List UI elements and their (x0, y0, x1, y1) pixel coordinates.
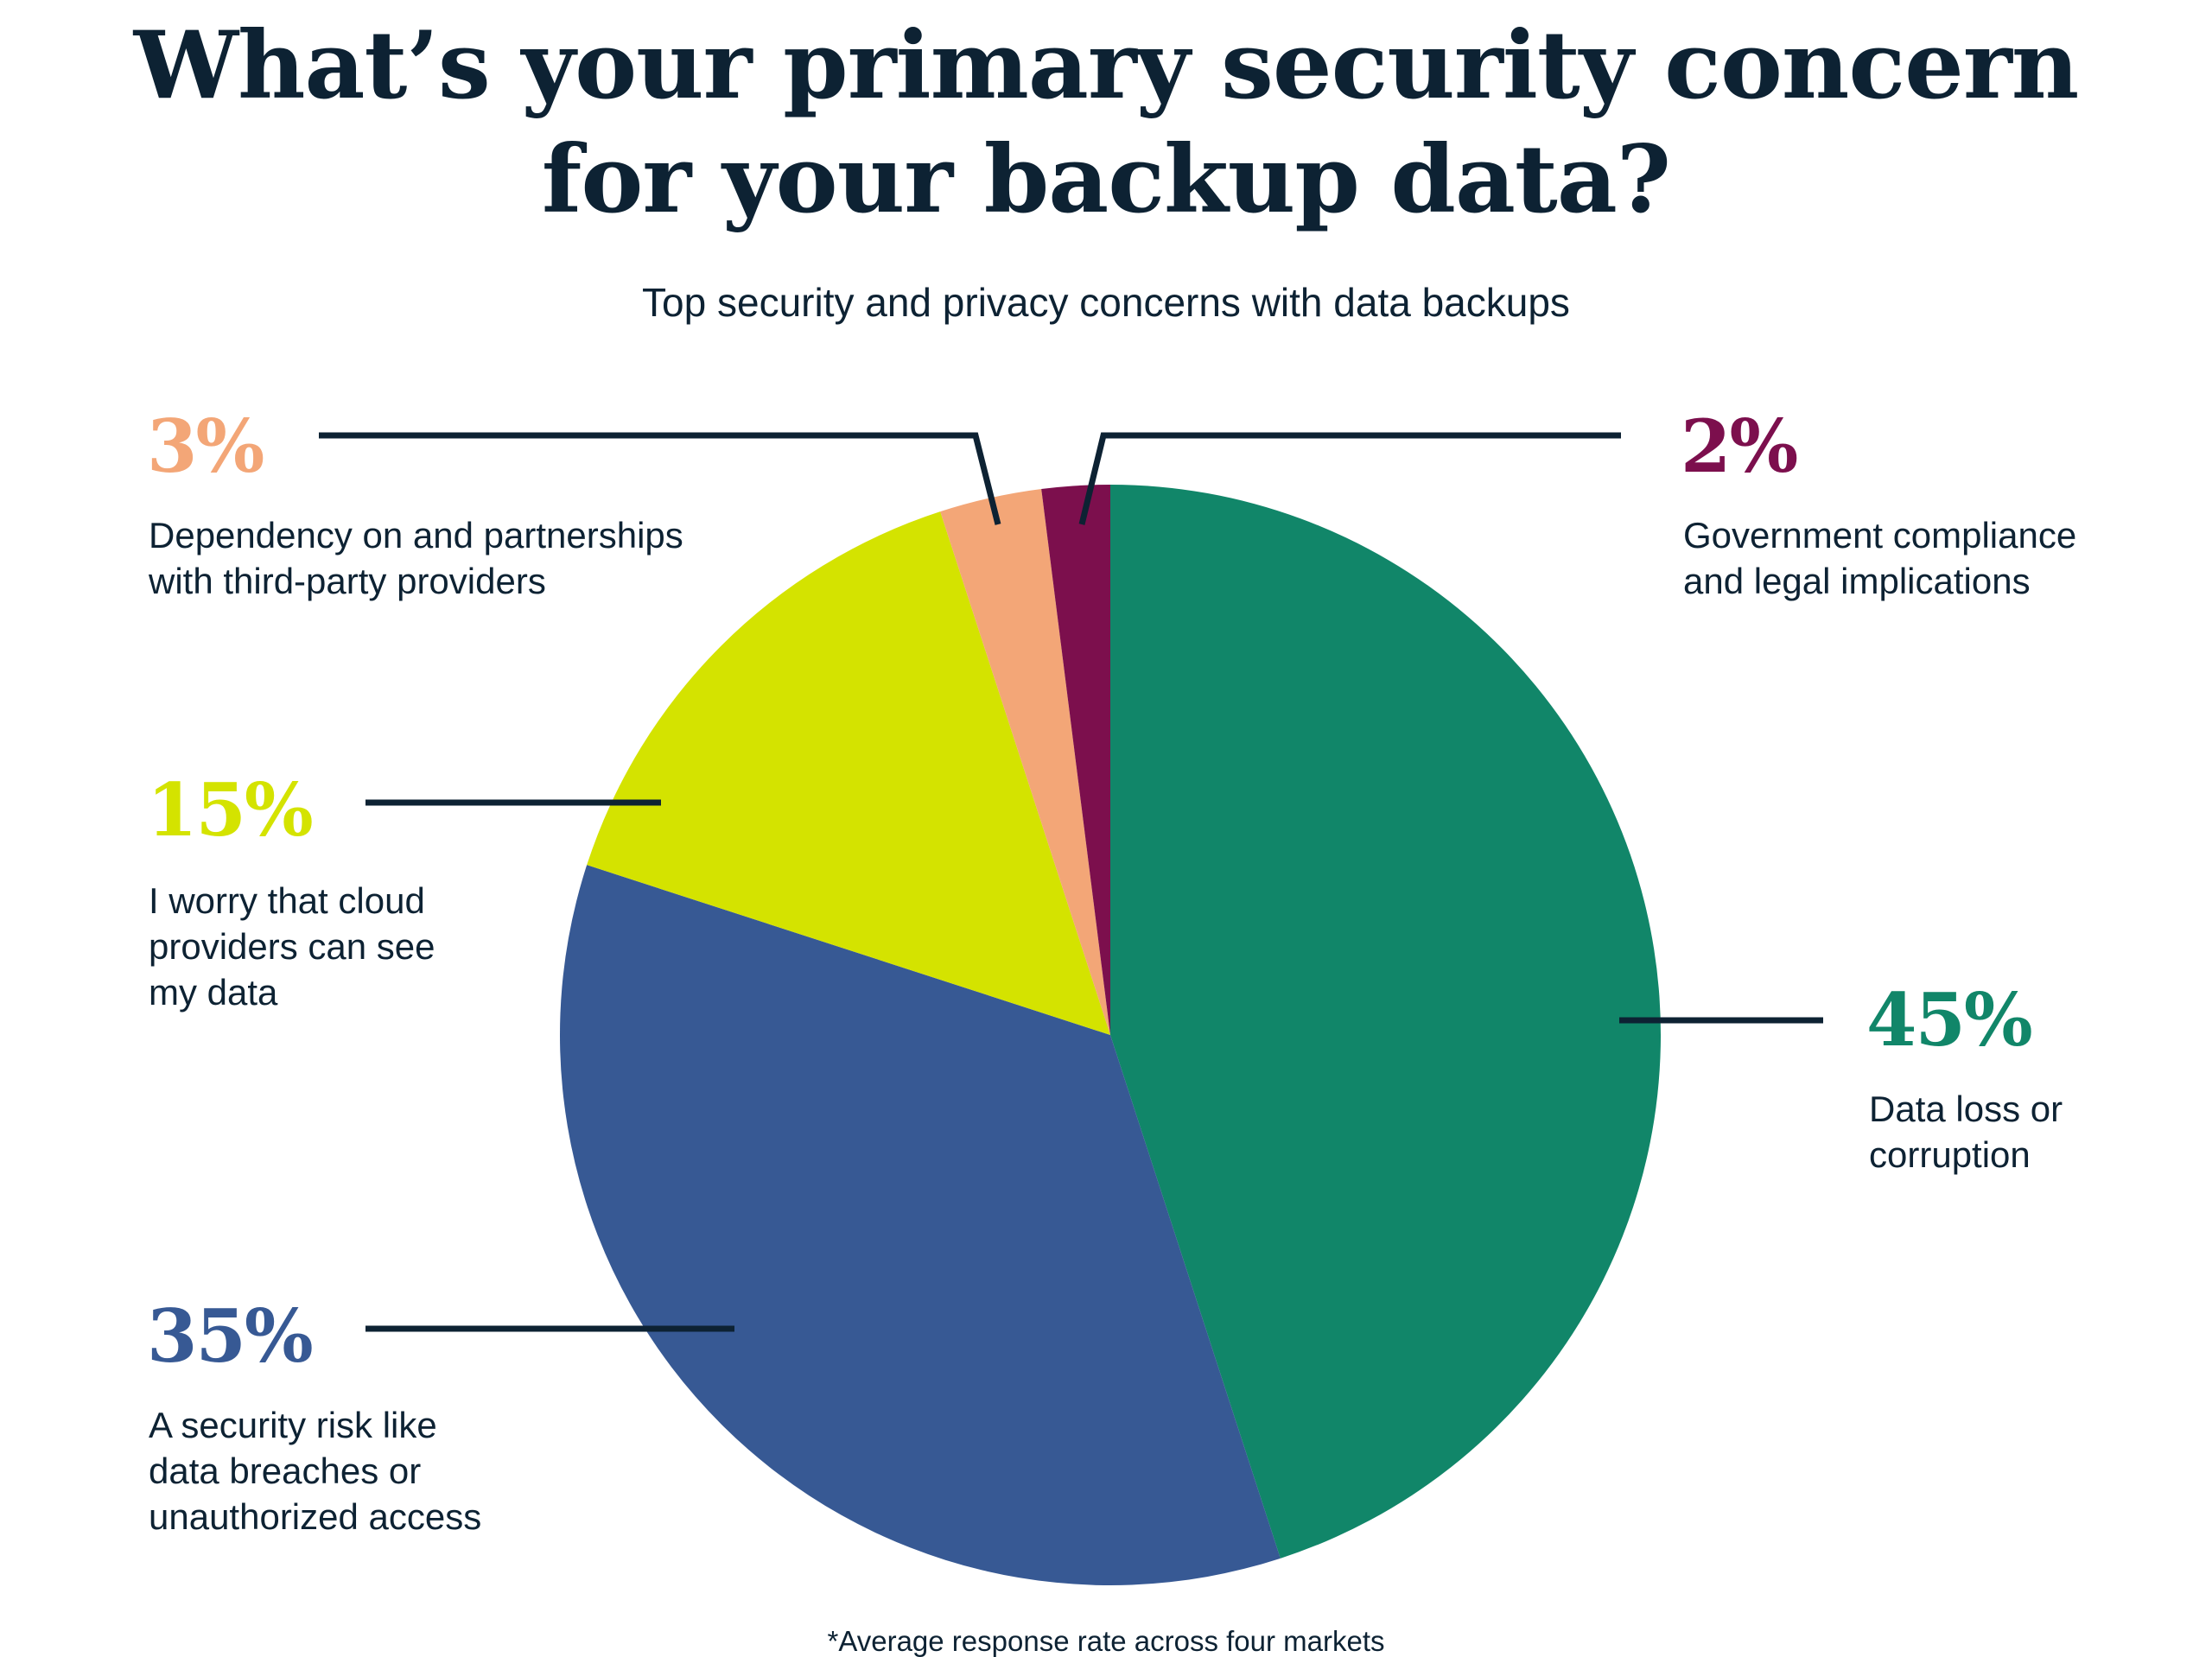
footnote: *Average response rate across four marke… (827, 1625, 1385, 1657)
desc-line: my data (149, 972, 278, 1013)
leader-line-compliance (1078, 432, 1621, 525)
pct-label-data-loss: 45% (1866, 977, 2033, 1063)
chart-subtitle: Top security and privacy concerns with d… (642, 280, 1570, 325)
desc-line: corruption (1869, 1134, 2031, 1175)
title-line-2: for your backup data? (541, 125, 1671, 234)
desc-cloud-providers: I worry that cloud providers can see my … (149, 878, 435, 1015)
leader-line-third-party (319, 432, 1001, 525)
desc-third-party: Dependency on and partnerships with thir… (149, 512, 683, 604)
desc-data-loss: Data loss or corruption (1869, 1086, 2063, 1178)
desc-line: data breaches or (149, 1451, 422, 1491)
desc-line: unauthorized access (149, 1496, 482, 1537)
pct-label-security-risk: 35% (147, 1293, 314, 1379)
desc-line: Data loss or (1869, 1089, 2063, 1129)
desc-line: providers can see (149, 926, 435, 967)
pie-slice-data-loss (1110, 485, 1661, 1559)
desc-security-risk: A security risk like data breaches or un… (149, 1402, 481, 1540)
desc-compliance: Government compliance and legal implicat… (1683, 512, 2076, 604)
desc-line: with third-party providers (149, 561, 546, 601)
desc-line: and legal implications (1683, 561, 2031, 601)
desc-line: I worry that cloud (149, 880, 425, 921)
desc-line: A security risk like (149, 1405, 437, 1445)
pie-slice-security-risk (559, 865, 1281, 1586)
pie-slice-cloud-providers (587, 511, 1110, 1035)
pct-label-third-party: 3% (147, 403, 264, 489)
title-line-1: What’s your primary security concern (133, 11, 2080, 120)
desc-line: Government compliance (1683, 515, 2077, 556)
desc-line: Dependency on and partnerships (149, 515, 683, 556)
pie-slice-compliance (1041, 485, 1110, 1035)
pct-label-cloud-providers: 15% (147, 767, 314, 853)
pct-label-compliance: 2% (1681, 403, 1798, 489)
chart-title: What’s your primary security concern for… (0, 0, 2212, 237)
pie-slice-third-party (940, 489, 1110, 1035)
